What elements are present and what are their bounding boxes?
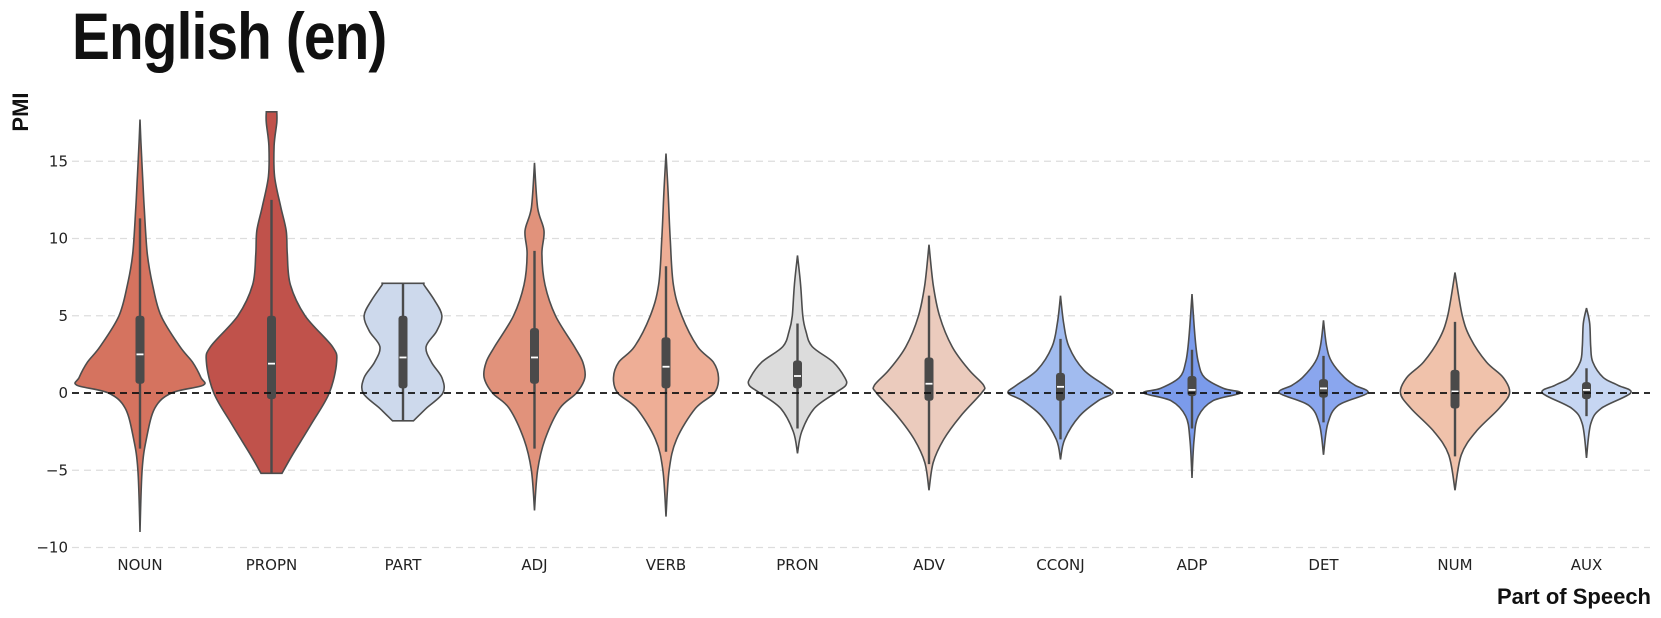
- gridlines: [72, 160, 1650, 549]
- violin-adv: [872, 244, 986, 491]
- violin-part: [360, 282, 446, 422]
- violin-iqr-box: [793, 360, 802, 389]
- violin-group: [74, 111, 1632, 533]
- x-tick-label: ADJ: [521, 556, 547, 574]
- y-tick-label: −5: [46, 461, 68, 479]
- x-axis-ticks: NOUN PROPN PART ADJ VERB PRON ADV CCONJ ADP DET NU…: [117, 556, 1602, 574]
- violin-iqr-box: [398, 315, 408, 389]
- x-tick-label: ADV: [913, 556, 946, 574]
- violin-aux: [1541, 307, 1632, 458]
- violin-iqr-box: [267, 315, 276, 400]
- y-tick-label: 5: [58, 307, 68, 325]
- violin-pron: [747, 255, 848, 454]
- y-tick-label: 0: [58, 384, 68, 402]
- violin-noun: [74, 119, 206, 533]
- violin-iqr-box: [924, 357, 934, 401]
- x-tick-label: DET: [1308, 556, 1339, 574]
- x-tick-label: NOUN: [117, 556, 162, 574]
- x-tick-label: AUX: [1571, 556, 1603, 574]
- violin-verb: [612, 153, 720, 517]
- violin-iqr-box: [1187, 376, 1197, 397]
- violin-adp: [1142, 294, 1242, 479]
- x-axis-title: Part of Speech: [1497, 584, 1651, 609]
- chart-title: English (en): [72, 0, 387, 73]
- y-tick-label: 15: [49, 152, 68, 170]
- violin-propn: [205, 111, 338, 475]
- x-tick-label: PROPN: [246, 556, 298, 574]
- y-axis-title: PMI: [8, 92, 33, 131]
- violin-iqr-box: [661, 337, 671, 389]
- x-tick-label: NUM: [1437, 556, 1472, 574]
- x-tick-label: CCONJ: [1036, 556, 1084, 574]
- violin-iqr-box: [530, 328, 539, 384]
- x-tick-label: PART: [385, 556, 423, 574]
- violin-iqr-box: [1450, 369, 1460, 409]
- x-tick-label: PRON: [776, 556, 819, 574]
- violin-cconj: [1007, 295, 1114, 460]
- x-tick-label: VERB: [646, 556, 686, 574]
- violin-det: [1278, 320, 1369, 455]
- violin-adj: [482, 162, 587, 511]
- violin-num: [1399, 272, 1511, 491]
- y-tick-label: −10: [36, 539, 68, 557]
- x-tick-label: ADP: [1177, 556, 1208, 574]
- y-axis-ticks: −10 −5 0 5 10 15: [36, 152, 68, 556]
- y-tick-label: 10: [49, 230, 68, 248]
- violin-iqr-box: [135, 315, 145, 384]
